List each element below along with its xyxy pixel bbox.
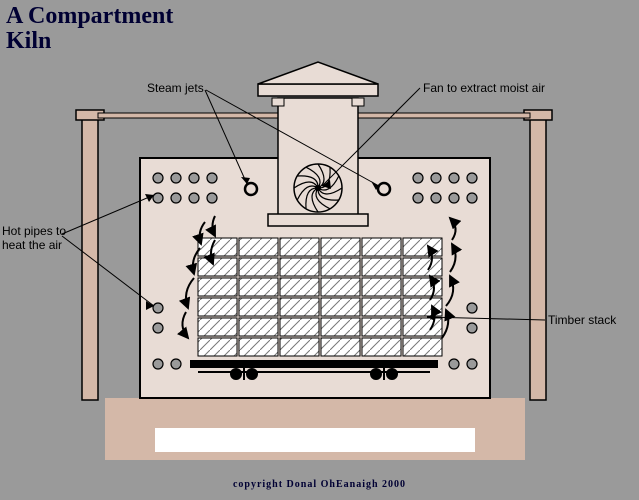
timber-piece <box>321 258 360 276</box>
timber-piece <box>280 318 319 336</box>
timber-piece <box>280 258 319 276</box>
timber-piece <box>403 238 442 256</box>
timber-piece <box>362 278 401 296</box>
timber-piece <box>198 318 237 336</box>
timber-piece <box>198 238 237 256</box>
timber-piece <box>198 338 237 356</box>
kiln-diagram <box>0 0 639 500</box>
timber-piece <box>362 238 401 256</box>
timber-piece <box>239 238 278 256</box>
timber-piece <box>239 338 278 356</box>
timber-piece <box>239 298 278 316</box>
support-post-left <box>76 110 104 400</box>
timber-piece <box>403 338 442 356</box>
timber-piece <box>239 258 278 276</box>
timber-piece <box>280 278 319 296</box>
timber-piece <box>362 298 401 316</box>
timber-piece <box>321 278 360 296</box>
timber-piece <box>280 338 319 356</box>
timber-piece <box>280 298 319 316</box>
timber-piece <box>321 298 360 316</box>
timber-piece <box>198 278 237 296</box>
timber-piece <box>362 318 401 336</box>
timber-piece <box>362 338 401 356</box>
timber-piece <box>239 278 278 296</box>
foundation-inner <box>155 428 475 452</box>
timber-piece <box>239 318 278 336</box>
support-post-right <box>524 110 552 400</box>
timber-piece <box>403 298 442 316</box>
timber-piece <box>403 258 442 276</box>
timber-piece <box>280 238 319 256</box>
timber-piece <box>198 298 237 316</box>
timber-piece <box>403 318 442 336</box>
timber-piece <box>198 258 237 276</box>
timber-piece <box>321 238 360 256</box>
timber-piece <box>362 258 401 276</box>
timber-piece <box>403 278 442 296</box>
timber-piece <box>321 318 360 336</box>
timber-piece <box>321 338 360 356</box>
